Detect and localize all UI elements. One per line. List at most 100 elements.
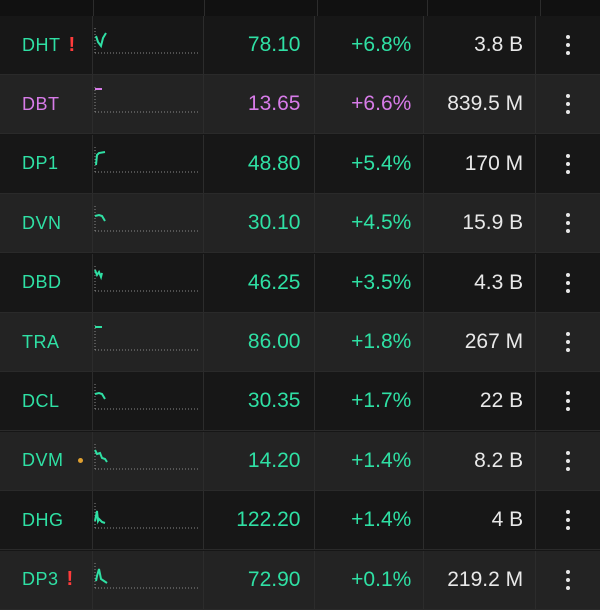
more-vertical-icon[interactable] — [566, 94, 571, 115]
table-row[interactable]: DBD 46.25 +3.5% 4.3 B — [0, 253, 600, 313]
more-vertical-icon[interactable] — [566, 450, 571, 471]
symbol-cell[interactable]: DBT — [0, 75, 93, 134]
more-vertical-icon[interactable] — [566, 332, 571, 352]
table-row[interactable]: DBT 13.65 +6.6% 839.5 M — [0, 75, 600, 135]
price-cell: 72.90 — [204, 550, 316, 609]
table-row[interactable]: DHT! 78.10 +6.8% 3.8 B — [0, 16, 600, 75]
price-cell: 14.20 — [204, 431, 316, 490]
change-percent: +3.5% — [351, 270, 412, 294]
sparkline-path — [93, 449, 108, 463]
sparkline-chart — [94, 146, 199, 173]
volume-cell: 22 B — [424, 372, 537, 431]
more-vertical-icon[interactable] — [566, 213, 571, 234]
sparkline-path — [93, 510, 106, 525]
volume-cell: 15.9 B — [424, 194, 537, 253]
change-percent: +5.4% — [351, 151, 412, 175]
table-row[interactable]: TRA 86.00 +1.8% 267 M — [0, 313, 600, 372]
symbol-cell[interactable]: DP1 — [0, 134, 93, 193]
header-strip — [0, 0, 600, 16]
symbol-cell[interactable]: DHT! — [0, 16, 93, 74]
sparkline-path — [94, 150, 106, 165]
table-row[interactable]: DVM 14.20 +1.4% 8.2 B — [0, 431, 600, 491]
price-value: 46.25 — [247, 270, 301, 294]
symbol-cell[interactable]: DP3! — [0, 550, 93, 609]
change-cell: +6.8% — [315, 16, 425, 74]
change-percent: +1.4% — [351, 448, 412, 472]
ticker-symbol: DVN — [22, 212, 62, 233]
ticker-symbol: DP3 — [22, 569, 59, 590]
more-vertical-icon[interactable] — [566, 391, 571, 412]
row-menu-cell — [536, 313, 600, 371]
price-cell: 78.10 — [204, 16, 316, 74]
volume-cell: 4 B — [424, 491, 537, 550]
price-cell: 13.65 — [204, 75, 316, 134]
ticker-symbol: DCL — [22, 390, 60, 411]
symbol-cell[interactable]: TRA — [0, 313, 93, 371]
price-value: 72.90 — [247, 567, 301, 591]
volume-cell: 170 M — [424, 134, 537, 193]
change-cell: +1.7% — [315, 372, 425, 431]
alert-flag-icon: ! — [66, 568, 74, 591]
sparkline-path — [94, 32, 107, 49]
change-cell: +1.4% — [315, 491, 425, 550]
volume-cell: 267 M — [424, 313, 537, 371]
change-percent: +1.4% — [351, 508, 412, 532]
row-menu-cell — [536, 432, 600, 490]
price-cell: 86.00 — [204, 313, 316, 371]
more-vertical-icon[interactable] — [566, 153, 571, 174]
sparkline-chart — [94, 325, 199, 351]
volume-value: 267 M — [464, 330, 524, 353]
price-value: 30.10 — [247, 211, 301, 235]
row-menu-cell — [536, 135, 600, 193]
row-menu-cell — [536, 372, 600, 430]
sparkline-cell — [93, 491, 204, 550]
symbol-cell[interactable]: DVN — [0, 194, 93, 253]
ticker-symbol: DVM — [22, 450, 64, 471]
price-cell: 48.80 — [204, 134, 316, 193]
ticker-symbol: DP1 — [22, 153, 59, 174]
ticker-symbol: DBT — [22, 93, 60, 114]
volume-value: 4.3 B — [474, 270, 524, 294]
sparkline-cell — [93, 372, 204, 431]
volume-value: 22 B — [479, 389, 524, 413]
volume-cell: 8.2 B — [424, 431, 537, 490]
volume-cell: 3.8 B — [424, 16, 537, 74]
table-row[interactable]: DVN 30.10 +4.5% 15.9 B — [0, 194, 600, 254]
sparkline-chart — [93, 443, 199, 470]
sparkline-path — [94, 568, 108, 584]
symbol-cell[interactable]: DCL — [0, 372, 93, 431]
sparkline-cell — [93, 75, 204, 134]
change-cell: +4.5% — [315, 194, 425, 253]
sparkline-cell — [93, 431, 204, 490]
more-vertical-icon[interactable] — [566, 35, 571, 55]
sparkline-cell — [93, 194, 204, 253]
price-cell: 30.10 — [204, 194, 316, 253]
row-menu-cell — [536, 551, 600, 609]
table-row[interactable]: DHG 122.20 +1.4% 4 B — [0, 491, 600, 551]
symbol-cell[interactable]: DBD — [0, 253, 93, 312]
row-menu-cell — [536, 491, 600, 549]
volume-value: 839.5 M — [447, 92, 524, 116]
volume-value: 170 M — [464, 151, 524, 175]
change-cell: +3.5% — [315, 253, 425, 312]
more-vertical-icon[interactable] — [566, 569, 571, 590]
price-value: 78.10 — [247, 33, 301, 56]
row-menu-cell — [536, 254, 600, 312]
ticker-symbol: DHT — [22, 34, 61, 55]
sparkline-cell — [93, 253, 204, 312]
more-vertical-icon[interactable] — [566, 510, 571, 531]
sparkline-cell — [93, 313, 204, 371]
symbol-cell[interactable]: DHG — [0, 491, 93, 550]
change-percent: +1.7% — [351, 389, 412, 413]
volume-value: 8.2 B — [474, 448, 524, 472]
table-row[interactable]: DP1 48.80 +5.4% 170 M — [0, 134, 600, 194]
table-row[interactable]: DCL 30.35 +1.7% 22 B — [0, 372, 600, 432]
table-row[interactable]: DP3! 72.90 +0.1% 219.2 M — [0, 550, 600, 610]
change-percent: +6.8% — [351, 33, 412, 56]
price-value: 48.80 — [247, 151, 301, 175]
symbol-cell[interactable]: DVM — [0, 431, 93, 490]
price-value: 122.20 — [236, 508, 301, 532]
volume-cell: 839.5 M — [424, 75, 537, 134]
more-vertical-icon[interactable] — [566, 272, 571, 293]
